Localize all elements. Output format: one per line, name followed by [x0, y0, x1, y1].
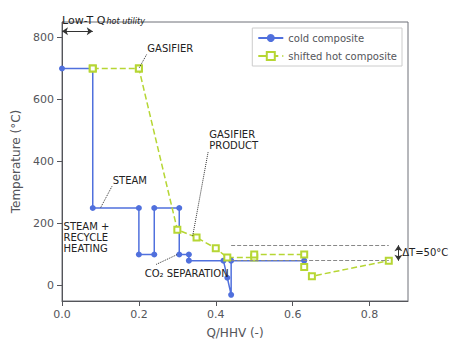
svg-text:ΔT=50°C: ΔT=50°C: [402, 247, 448, 258]
svg-text:0.2: 0.2: [130, 308, 148, 321]
svg-text:0: 0: [47, 279, 54, 292]
svg-text:Q/HHV (-): Q/HHV (-): [206, 326, 263, 340]
svg-text:0.8: 0.8: [361, 308, 379, 321]
svg-text:600: 600: [33, 93, 54, 106]
svg-text:PRODUCT: PRODUCT: [209, 140, 259, 151]
svg-text:STEAM: STEAM: [113, 175, 147, 186]
svg-text:0.4: 0.4: [207, 308, 225, 321]
svg-text:GASIFIER: GASIFIER: [209, 129, 255, 140]
svg-text:0.0: 0.0: [53, 308, 71, 321]
svg-text:HEATING: HEATING: [64, 243, 108, 254]
svg-text:cold composite: cold composite: [288, 33, 364, 44]
svg-text:400: 400: [33, 155, 54, 168]
svg-text:Temperature (°C): Temperature (°C): [9, 110, 23, 215]
svg-text:0.6: 0.6: [284, 308, 302, 321]
svg-text:shifted hot composite: shifted hot composite: [288, 51, 397, 62]
svg-text:RECYCLE: RECYCLE: [64, 232, 109, 243]
svg-text:CO₂ SEPARATION: CO₂ SEPARATION: [145, 268, 229, 279]
svg-text:Low-T Q: Low-T Q: [62, 14, 106, 27]
svg-text:200: 200: [33, 217, 54, 230]
svg-text:hot utility: hot utility: [106, 17, 145, 26]
svg-text:STEAM +: STEAM +: [64, 221, 110, 232]
svg-text:800: 800: [33, 31, 54, 44]
svg-text:GASIFIER: GASIFIER: [147, 43, 193, 54]
